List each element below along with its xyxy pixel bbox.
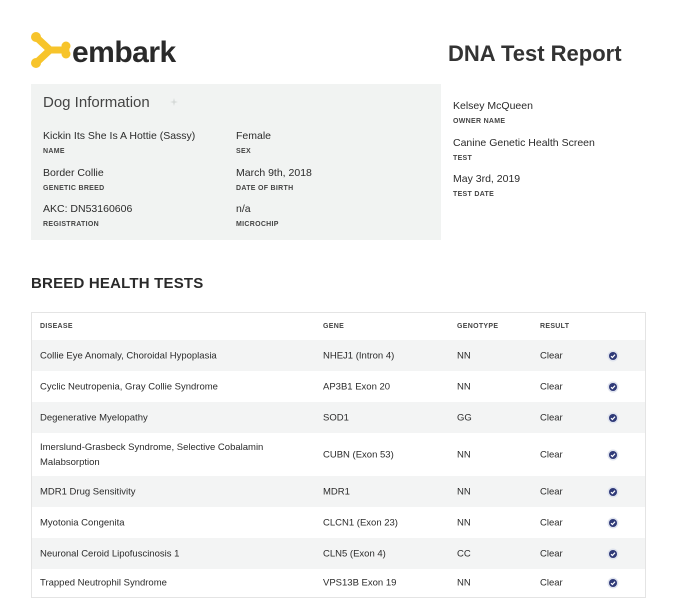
microchip-field: n/a MICROCHIP xyxy=(236,203,279,228)
result-cell: Clear xyxy=(540,381,563,392)
verified-seal-icon xyxy=(607,486,619,497)
dog-name-value: Kickin Its She Is A Hottie (Sassy) xyxy=(43,130,196,142)
column-header-result: RESULT xyxy=(540,323,570,330)
breed-health-table: DISEASE GENE GENOTYPE RESULT Collie Eye … xyxy=(31,312,646,598)
disease-cell: Cyclic Neutropenia, Gray Collie Syndrome xyxy=(40,381,218,392)
result-cell: Clear xyxy=(540,449,563,460)
genotype-cell: CC xyxy=(457,548,471,559)
microchip-value: n/a xyxy=(236,203,251,215)
dog-sex-field: Female SEX xyxy=(236,130,271,155)
breed-health-tests-title: BREED HEALTH TESTS xyxy=(31,275,204,292)
column-header-disease: DISEASE xyxy=(40,323,73,330)
table-row: Cyclic Neutropenia, Gray Collie Syndrome… xyxy=(32,371,645,402)
genotype-cell: NN xyxy=(457,486,471,497)
sparkle-icon xyxy=(170,98,178,106)
dog-name-field: Kickin Its She Is A Hottie (Sassy) NAME xyxy=(43,130,195,155)
table-row: Trapped Neutrophil Syndrome VPS13B Exon … xyxy=(32,569,645,597)
gene-cell: NHEJ1 (Intron 4) xyxy=(323,350,395,361)
genetic-breed-field: Border Collie GENETIC BREED xyxy=(43,167,104,192)
date-of-birth-label: DATE OF BIRTH xyxy=(236,185,294,192)
verified-seal-icon xyxy=(607,350,619,361)
table-row: Degenerative Myelopathy SOD1 GG Clear xyxy=(32,402,645,433)
gene-cell: CLCN1 (Exon 23) xyxy=(323,517,398,528)
test-label: TEST xyxy=(453,155,473,162)
registration-field: AKC: DN53160606 REGISTRATION xyxy=(43,203,132,228)
result-cell: Clear xyxy=(540,486,563,497)
gene-cell: VPS13B Exon 19 xyxy=(323,577,397,589)
disease-cell: Trapped Neutrophil Syndrome xyxy=(40,577,167,589)
table-row: Neuronal Ceroid Lipofuscinosis 1 CLN5 (E… xyxy=(32,538,645,569)
disease-cell: Imerslund-Grasbeck Syndrome, Selective C… xyxy=(40,441,264,468)
result-cell: Clear xyxy=(540,577,563,589)
embark-logo-icon xyxy=(31,32,71,68)
column-header-genotype: GENOTYPE xyxy=(457,323,499,330)
test-value: Canine Genetic Health Screen xyxy=(453,137,595,149)
gene-cell: AP3B1 Exon 20 xyxy=(323,381,391,392)
microchip-label: MICROCHIP xyxy=(236,221,279,228)
genotype-cell: GG xyxy=(457,412,472,423)
disease-cell: Collie Eye Anomaly, Choroidal Hypoplasia xyxy=(40,350,217,361)
date-of-birth-field: March 9th, 2018 DATE OF BIRTH xyxy=(236,167,312,192)
gene-cell: CLN5 (Exon 4) xyxy=(323,548,386,559)
brand-name: embark xyxy=(72,36,176,69)
genotype-cell: NN xyxy=(457,577,471,589)
test-date-label: TEST DATE xyxy=(453,191,495,198)
verified-seal-icon xyxy=(607,577,619,589)
dog-sex-label: SEX xyxy=(236,148,251,155)
disease-cell: Degenerative Myelopathy xyxy=(40,412,148,423)
genotype-cell: NN xyxy=(457,350,471,361)
owner-name-label: OWNER NAME xyxy=(453,118,506,125)
owner-name-value: Kelsey McQueen xyxy=(453,100,533,112)
dog-name-label: NAME xyxy=(43,148,65,155)
disease-cell: MDR1 Drug Sensitivity xyxy=(40,486,136,497)
table-row: MDR1 Drug Sensitivity MDR1 NN Clear xyxy=(32,476,645,507)
result-cell: Clear xyxy=(540,412,563,423)
result-cell: Clear xyxy=(540,517,563,528)
genetic-breed-value: Border Collie xyxy=(43,167,104,179)
verified-seal-icon xyxy=(607,381,619,392)
table-row: Collie Eye Anomaly, Choroidal Hypoplasia… xyxy=(32,340,645,371)
genetic-breed-label: GENETIC BREED xyxy=(43,185,105,192)
test-date-field: May 3rd, 2019 TEST DATE xyxy=(453,173,520,198)
report-title: DNA Test Report xyxy=(448,41,622,66)
registration-value: AKC: DN53160606 xyxy=(43,203,133,215)
verified-seal-icon xyxy=(607,517,619,528)
genotype-cell: NN xyxy=(457,381,471,392)
verified-seal-icon xyxy=(607,412,619,423)
disease-cell: Neuronal Ceroid Lipofuscinosis 1 xyxy=(40,548,180,559)
result-cell: Clear xyxy=(540,548,563,559)
table-row: Imerslund-Grasbeck Syndrome, Selective C… xyxy=(32,433,645,476)
dog-information-panel: Dog Information Kickin Its She Is A Hott… xyxy=(31,84,441,240)
gene-cell: CUBN (Exon 53) xyxy=(323,449,394,460)
gene-cell: MDR1 xyxy=(323,486,350,497)
dog-information-title: Dog Information xyxy=(43,94,150,111)
gene-cell: SOD1 xyxy=(323,412,349,423)
date-of-birth-value: March 9th, 2018 xyxy=(236,167,312,179)
registration-label: REGISTRATION xyxy=(43,221,99,228)
genotype-cell: NN xyxy=(457,517,471,528)
owner-name-field: Kelsey McQueen OWNER NAME xyxy=(453,100,533,125)
dog-sex-value: Female xyxy=(236,130,272,142)
verified-seal-icon xyxy=(607,449,619,460)
result-cell: Clear xyxy=(540,350,563,361)
genotype-cell: NN xyxy=(457,449,471,460)
disease-cell: Myotonia Congenita xyxy=(40,517,125,528)
table-row: Myotonia Congenita CLCN1 (Exon 23) NN Cl… xyxy=(32,507,645,538)
column-header-gene: GENE xyxy=(323,323,345,330)
verified-seal-icon xyxy=(607,548,619,559)
test-field: Canine Genetic Health Screen TEST xyxy=(453,137,595,162)
test-date-value: May 3rd, 2019 xyxy=(453,173,521,185)
